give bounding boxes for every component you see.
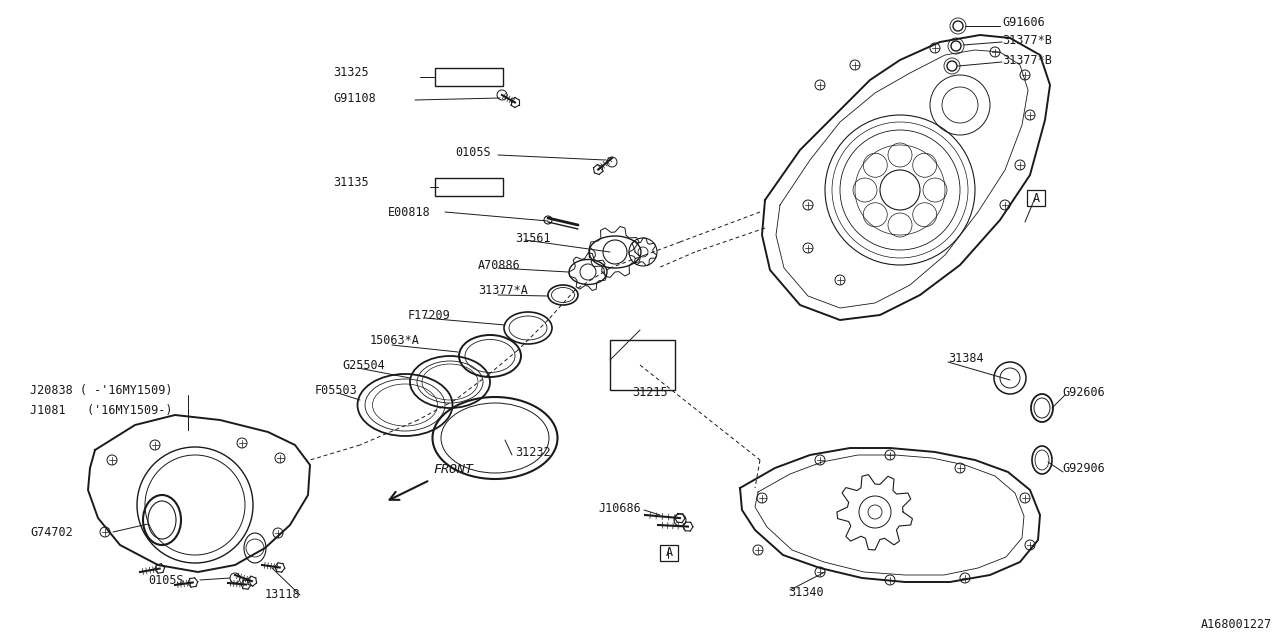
Text: E00818: E00818 — [388, 205, 431, 218]
Text: 31384: 31384 — [948, 351, 983, 365]
Text: G74702: G74702 — [29, 525, 73, 538]
Bar — [435, 178, 503, 196]
Text: G91606: G91606 — [1002, 15, 1044, 29]
Text: G92606: G92606 — [1062, 385, 1105, 399]
Bar — [611, 340, 675, 390]
Text: G92906: G92906 — [1062, 461, 1105, 474]
Text: 31561: 31561 — [515, 232, 550, 244]
Text: A: A — [1033, 191, 1039, 205]
Text: 31377*A: 31377*A — [477, 284, 527, 296]
Bar — [660, 545, 678, 561]
Text: FRONT: FRONT — [433, 463, 474, 476]
Text: 31215: 31215 — [632, 385, 668, 399]
Text: A: A — [666, 547, 672, 559]
Text: 13118: 13118 — [265, 589, 301, 602]
Text: 31325: 31325 — [333, 65, 369, 79]
Text: 0105S: 0105S — [148, 573, 183, 586]
Text: A70886: A70886 — [477, 259, 521, 271]
Text: 31135: 31135 — [333, 175, 369, 189]
Text: J10686: J10686 — [598, 502, 641, 515]
Text: A168001227: A168001227 — [1201, 618, 1272, 632]
Text: F17209: F17209 — [408, 308, 451, 321]
Text: G91108: G91108 — [333, 92, 376, 104]
Text: 0105S: 0105S — [454, 145, 490, 159]
Bar — [1027, 190, 1044, 206]
Text: 15063*A: 15063*A — [370, 333, 420, 346]
Bar — [435, 68, 503, 86]
Text: G25504: G25504 — [342, 358, 385, 371]
Text: 31377*B: 31377*B — [1002, 33, 1052, 47]
Text: J1081   ('16MY1509-): J1081 ('16MY1509-) — [29, 403, 173, 417]
Text: 31377*B: 31377*B — [1002, 54, 1052, 67]
Text: 31232: 31232 — [515, 445, 550, 458]
Text: 31340: 31340 — [788, 586, 823, 598]
Text: J20838 ( -'16MY1509): J20838 ( -'16MY1509) — [29, 383, 173, 397]
Text: F05503: F05503 — [315, 383, 357, 397]
